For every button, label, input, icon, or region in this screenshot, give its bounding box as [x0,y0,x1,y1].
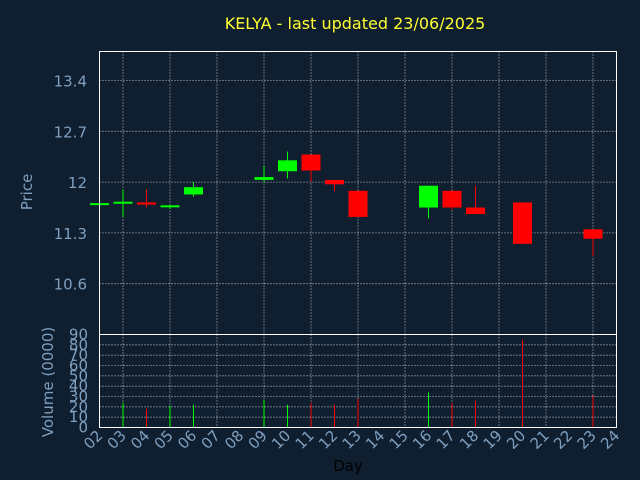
day-tick-label: 04 [127,427,153,453]
volume-tick-label: 90 [69,326,88,344]
candle-body [301,154,321,171]
candle-body [466,207,485,215]
volume-axis-label: Volume (0000) [39,327,57,437]
candle-body [325,179,344,185]
day-tick-label: 09 [245,427,271,453]
day-tick-label: 21 [527,427,553,453]
volume-tick-label: 50 [69,367,88,385]
candle-body [419,185,438,208]
candle-body [348,190,368,217]
day-tick-label: 19 [480,427,506,453]
day-tick-label: 17 [433,427,459,453]
day-tick-label: 07 [198,427,224,453]
candle-body [160,205,180,208]
day-tick-label: 23 [574,427,600,453]
volume-tick-label: 70 [69,346,88,364]
price-y-ticks: 13.4 12.7 12 11.3 10.6 [54,73,87,294]
price-tick-label: 12.7 [54,123,87,141]
chart-title: KELYA - last updated 23/06/2025 [224,14,486,33]
volume-plot-frame [99,334,617,428]
day-tick-label: 11 [292,427,318,453]
x-axis-label: Day [333,457,363,475]
day-tick-label: 22 [550,427,576,453]
candle-body [184,187,203,195]
day-tick-label: 08 [221,427,247,453]
price-tick-label: 13.4 [54,73,87,91]
candle-body [278,160,297,172]
day-tick-label: 24 [597,427,623,453]
volume-tick-label: 80 [69,336,88,354]
candle-body [113,201,133,204]
candle-body [137,202,156,205]
price-tick-label: 10.6 [54,276,87,294]
candle-body [254,177,274,180]
price-tick-label: 12 [68,174,87,192]
day-tick-label: 20 [503,427,529,453]
price-axis-label: Price [18,174,36,211]
day-tick-label: 06 [174,427,200,453]
day-tick-label: 03 [104,427,130,453]
candle-body [513,202,532,244]
day-tick-label: 15 [386,427,412,453]
volume-bars [122,339,594,428]
volume-tick-label: 60 [69,357,88,375]
volume-tick-label: 10 [69,408,88,426]
volume-tick-label: 20 [69,398,88,416]
candles [90,151,603,257]
volume-tick-label: 0 [78,419,88,437]
volume-tick-label: 30 [69,388,88,406]
day-tick-label: 12 [315,427,341,453]
day-tick-label: 13 [339,427,365,453]
day-tick-label: 14 [362,427,388,453]
x-ticks: 0203040506070809101112131415161718192021… [80,427,623,453]
day-tick-label: 10 [268,427,294,453]
volume-tick-label: 40 [69,377,88,395]
day-tick-label: 18 [456,427,482,453]
day-tick-label: 05 [151,427,177,453]
candle-body [583,229,603,239]
day-tick-label: 16 [409,427,435,453]
candle-body [442,190,462,208]
price-tick-label: 11.3 [54,225,87,243]
